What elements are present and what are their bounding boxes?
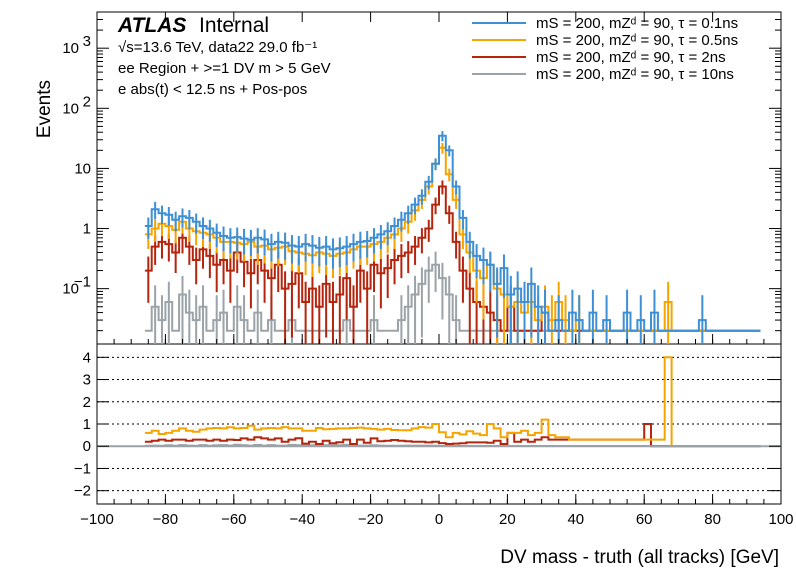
x-tick-label-4: −20: [358, 511, 383, 528]
x-axis-label: DV mass - truth (all tracks) [GeV]: [500, 547, 779, 568]
y-axis-label: Events: [34, 80, 55, 138]
legend-label-2: mS = 200, mZᵈ = 90, τ = 2ns: [536, 49, 726, 66]
info-line-2: ee Region + >=1 DV m > 5 GeV: [118, 60, 331, 77]
x-tick-label-1: −80: [153, 511, 178, 528]
ratio-tick-label-1: 3: [83, 372, 91, 389]
legend: mS = 200, mZᵈ = 90, τ = 0.1ns mS = 200, …: [472, 15, 738, 83]
ratio-axis-ticks: 4 3 2 1 0 −1 −2: [74, 349, 781, 500]
y-tick-label-1: 10: [62, 100, 79, 117]
ratio-series-group: [97, 356, 781, 448]
info-line-3: e abs(t) < 12.5 ns + Pos-pos: [118, 81, 307, 98]
atlas-brand-suffix: Internal: [199, 14, 269, 37]
y-tick-label-0: 10: [62, 40, 79, 57]
ratio-tick-label-2: 2: [83, 394, 91, 411]
y-tick-exp-0: 3: [83, 33, 91, 50]
x-tick-label-2: −60: [221, 511, 246, 528]
ratio-tick-label-6: −2: [74, 483, 91, 500]
legend-label-0: mS = 200, mZᵈ = 90, τ = 0.1ns: [536, 15, 738, 32]
x-axis-ticks: −100 −80 −60 −40 −20 0 20 40 60 80 100: [80, 12, 794, 528]
x-tick-label-8: 60: [636, 511, 653, 528]
ratio-tick-label-5: −1: [74, 460, 91, 477]
y-tick-exp-4: −1: [74, 274, 91, 291]
y-tick-label-4: 10: [62, 281, 79, 298]
x-tick-label-5: 0: [435, 511, 443, 528]
series-line-0: [144, 134, 761, 332]
legend-label-1: mS = 200, mZᵈ = 90, τ = 0.5ns: [536, 32, 738, 49]
x-tick-label-3: −40: [289, 511, 314, 528]
upper-series-group: [144, 131, 761, 344]
info-line-1: √s=13.6 TeV, data22 29.0 fb⁻¹: [118, 39, 317, 56]
x-tick-label-6: 20: [499, 511, 516, 528]
atlas-brand: ATLAS: [117, 14, 186, 37]
x-tick-label-0: −100: [80, 511, 114, 528]
x-tick-label-7: 40: [567, 511, 584, 528]
ratio-line-0: [144, 356, 761, 448]
legend-label-3: mS = 200, mZᵈ = 90, τ = 10ns: [536, 66, 734, 83]
x-tick-label-10: 100: [768, 511, 793, 528]
ratio-tick-label-4: 0: [83, 438, 91, 455]
y-tick-label-3: 1: [83, 221, 91, 238]
y-tick-exp-1: 2: [83, 93, 91, 110]
ratio-tick-label-0: 4: [83, 349, 91, 366]
y-tick-label-2: 10: [74, 160, 91, 177]
x-tick-label-9: 80: [704, 511, 721, 528]
ratio-tick-label-3: 1: [83, 416, 91, 433]
